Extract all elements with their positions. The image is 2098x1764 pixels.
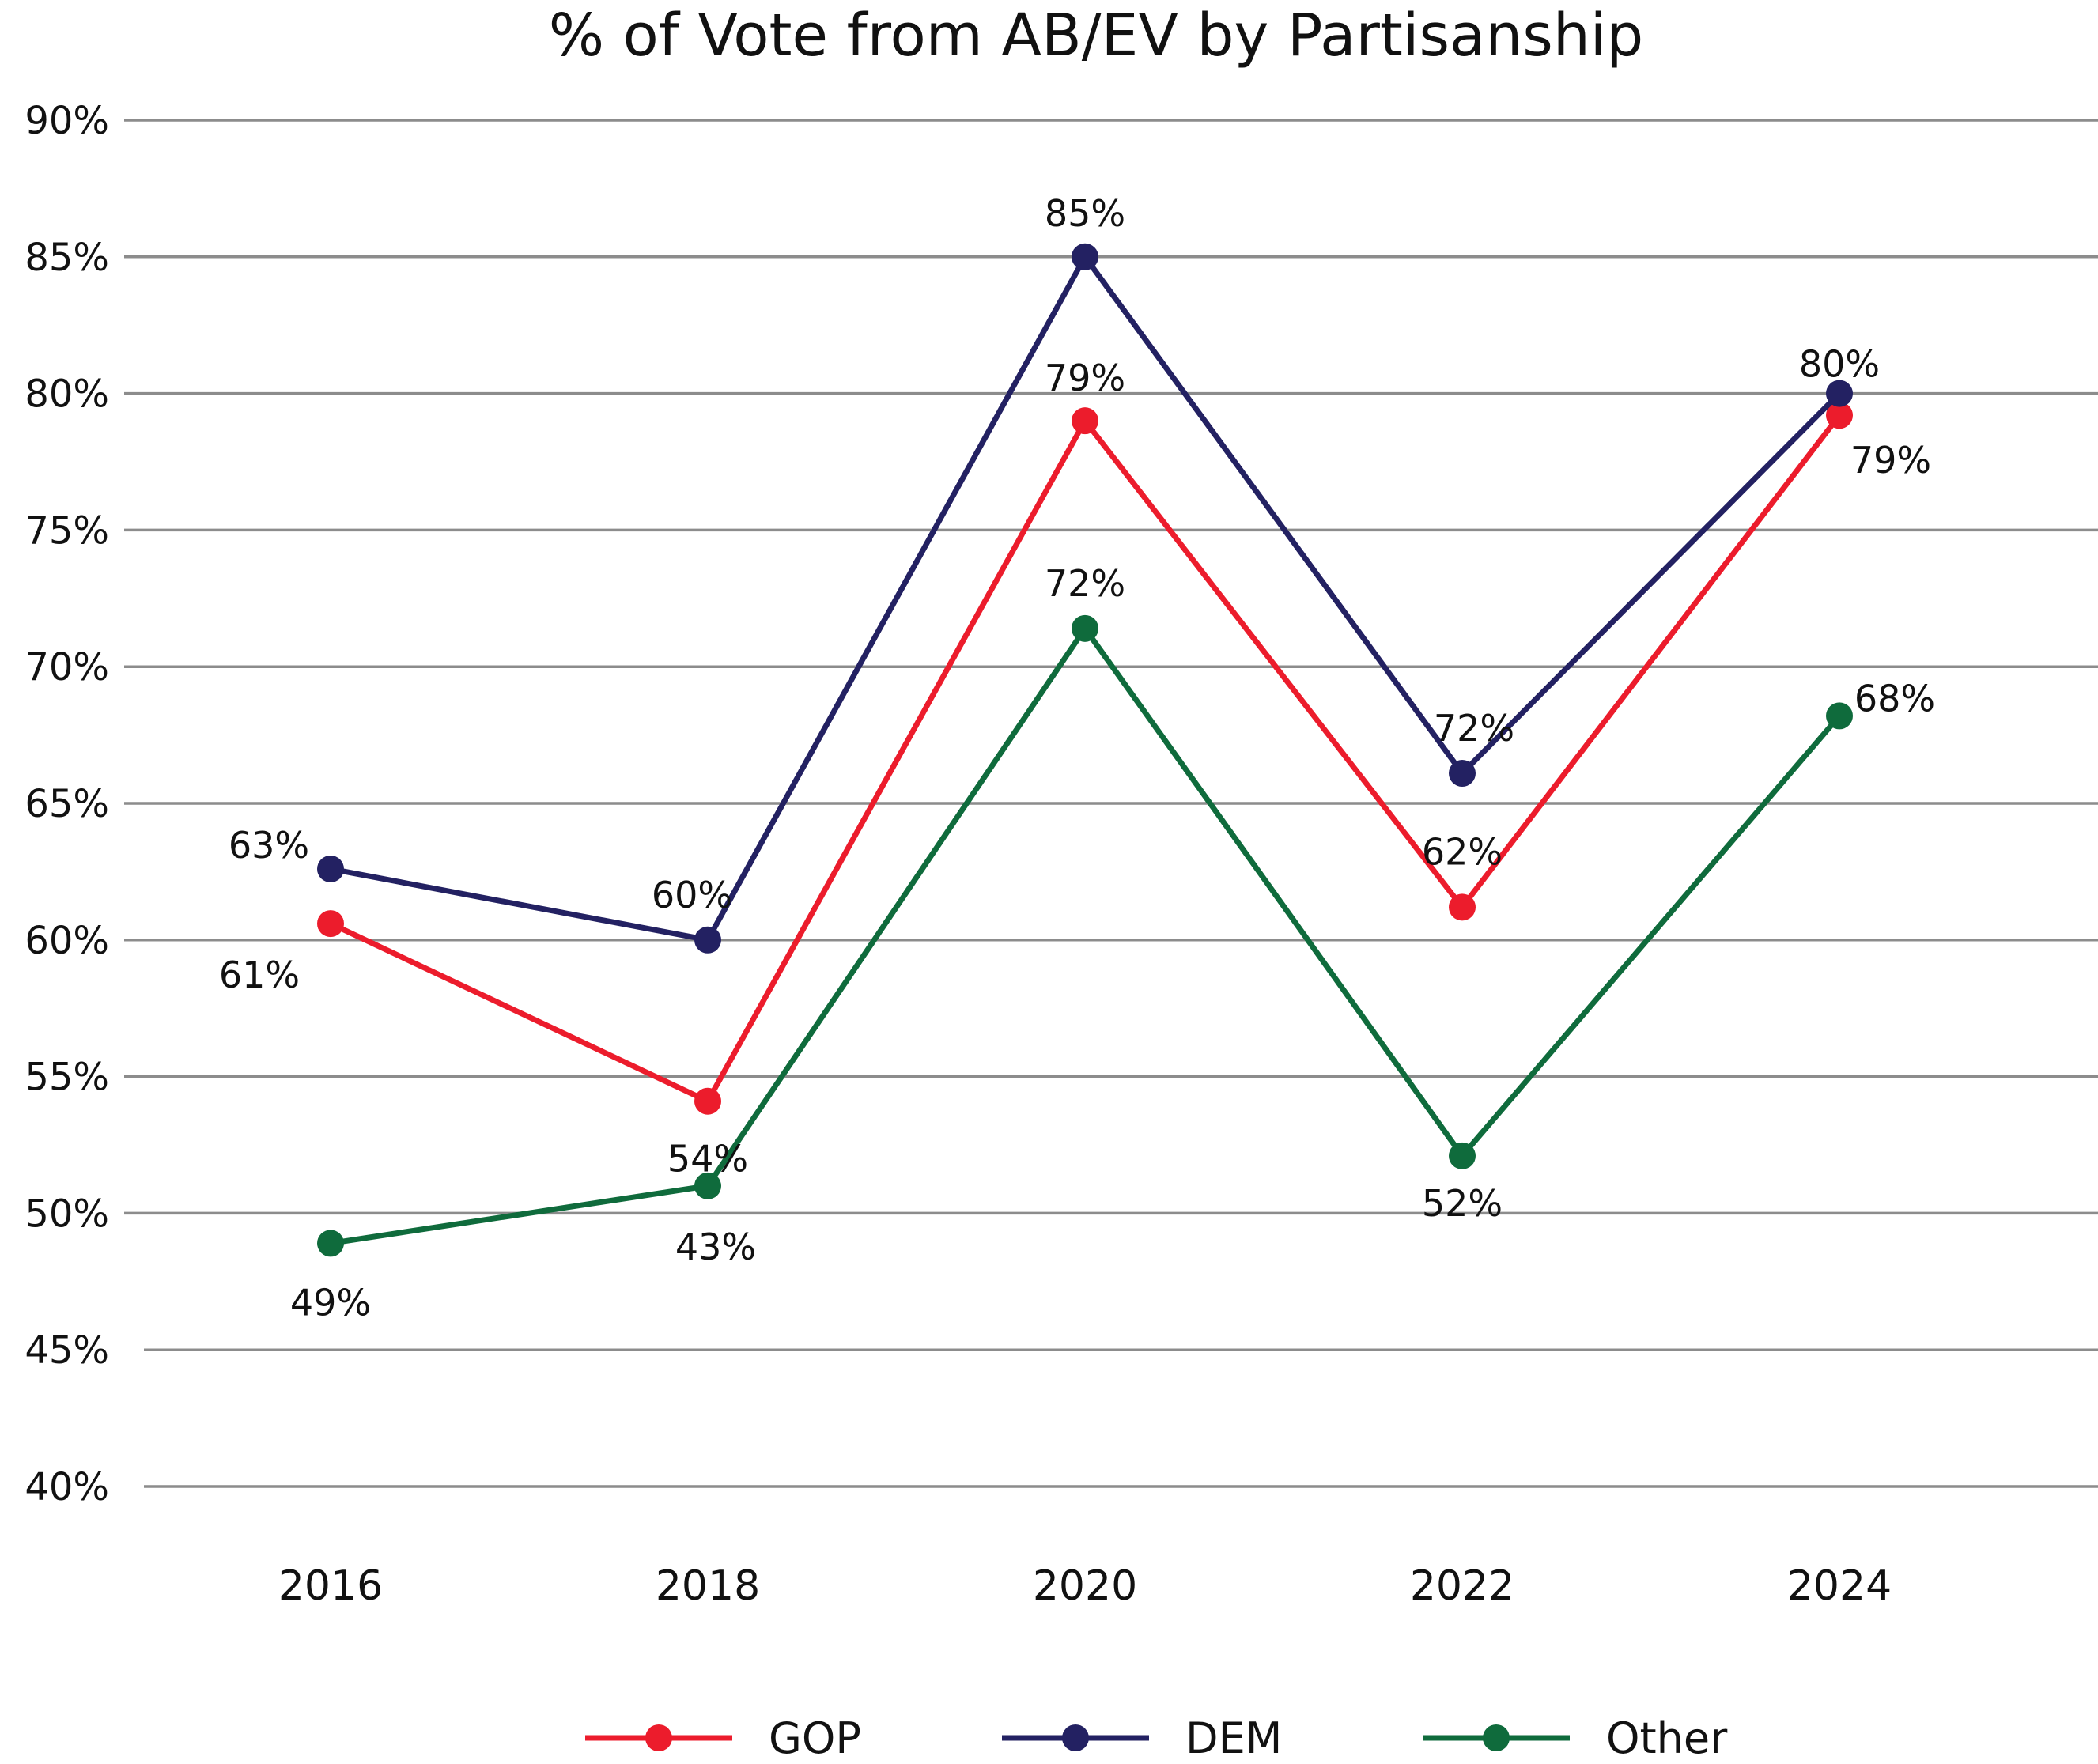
legend: GOP DEM Other [585, 1713, 1728, 1763]
data-label-dem: 72% [1434, 707, 1514, 750]
data-label-other: 43% [675, 1226, 756, 1268]
data-point [1826, 380, 1853, 407]
chart-title: % of Vote from AB/EV by Partisanship [549, 2, 1644, 70]
data-label-dem: 60% [652, 874, 732, 916]
y-tick-label: 80% [25, 372, 109, 417]
data-point [317, 1230, 344, 1257]
legend-item-other: Other [1423, 1713, 1728, 1763]
data-point [1826, 702, 1853, 730]
data-point [1072, 243, 1098, 270]
legend-swatch-marker [645, 1724, 672, 1751]
legend-swatch-marker [1062, 1724, 1089, 1751]
x-tick-label: 2024 [1787, 1562, 1892, 1610]
data-label-gop: 79% [1850, 439, 1931, 482]
legend-label: Other [1606, 1713, 1728, 1763]
x-tick-label: 2018 [656, 1562, 760, 1610]
y-tick-label: 55% [25, 1056, 109, 1100]
data-label-gop: 61% [219, 954, 300, 996]
data-point [694, 1087, 721, 1115]
series-dem [317, 243, 1853, 954]
data-label-other: 72% [1045, 562, 1125, 605]
data-labels: 61% 54% 79% 62% 79% 63% 60% 85% 72% 80% 49% 43% 72% 5… [219, 192, 1935, 1324]
y-tick-label: 50% [25, 1192, 109, 1236]
x-tick-label: 2020 [1033, 1562, 1137, 1610]
x-axis-tick-labels: 2016 2018 2020 2022 2024 [278, 1562, 1892, 1610]
data-point [317, 855, 344, 882]
data-label-dem: 85% [1045, 192, 1125, 235]
data-point [694, 926, 721, 954]
y-tick-label: 90% [25, 99, 109, 143]
data-label-other: 68% [1854, 677, 1935, 720]
data-label-dem: 63% [229, 824, 309, 867]
data-label-gop: 79% [1045, 357, 1125, 399]
y-tick-label: 75% [25, 508, 109, 553]
data-label-other: 49% [290, 1281, 371, 1324]
data-label-other: 52% [1422, 1182, 1503, 1225]
data-point [1072, 614, 1098, 642]
y-tick-label: 65% [25, 782, 109, 826]
data-point [694, 1172, 721, 1199]
data-point [1072, 407, 1098, 435]
series-gop [317, 402, 1853, 1115]
legend-item-dem: DEM [1002, 1713, 1282, 1763]
data-label-dem: 80% [1799, 343, 1880, 386]
x-tick-label: 2016 [278, 1562, 383, 1610]
legend-label: GOP [769, 1713, 861, 1763]
gridlines [124, 119, 2098, 1488]
legend-swatch-marker [1483, 1724, 1510, 1751]
series-line [329, 414, 1842, 1105]
y-tick-label: 45% [25, 1328, 109, 1373]
series-lines [317, 243, 1853, 1257]
y-tick-label: 85% [25, 236, 109, 280]
data-point [1449, 1142, 1476, 1169]
data-label-gop: 62% [1422, 830, 1503, 873]
y-tick-label: 60% [25, 919, 109, 963]
data-point [1826, 402, 1853, 429]
series-other [317, 614, 1853, 1257]
x-tick-label: 2022 [1410, 1562, 1514, 1610]
y-axis-tick-labels: 40% 45% 50% 55% 60% 65% 70% 75% 80% 85% 90% [25, 99, 109, 1509]
data-point [1449, 893, 1476, 921]
y-tick-label: 40% [25, 1465, 109, 1509]
y-tick-label: 70% [25, 645, 109, 689]
legend-label: DEM [1185, 1713, 1282, 1763]
data-label-gop: 54% [667, 1138, 748, 1180]
legend-item-gop: GOP [585, 1713, 861, 1763]
data-point [1449, 759, 1476, 787]
series-line [330, 625, 1842, 1246]
data-point [317, 910, 344, 938]
